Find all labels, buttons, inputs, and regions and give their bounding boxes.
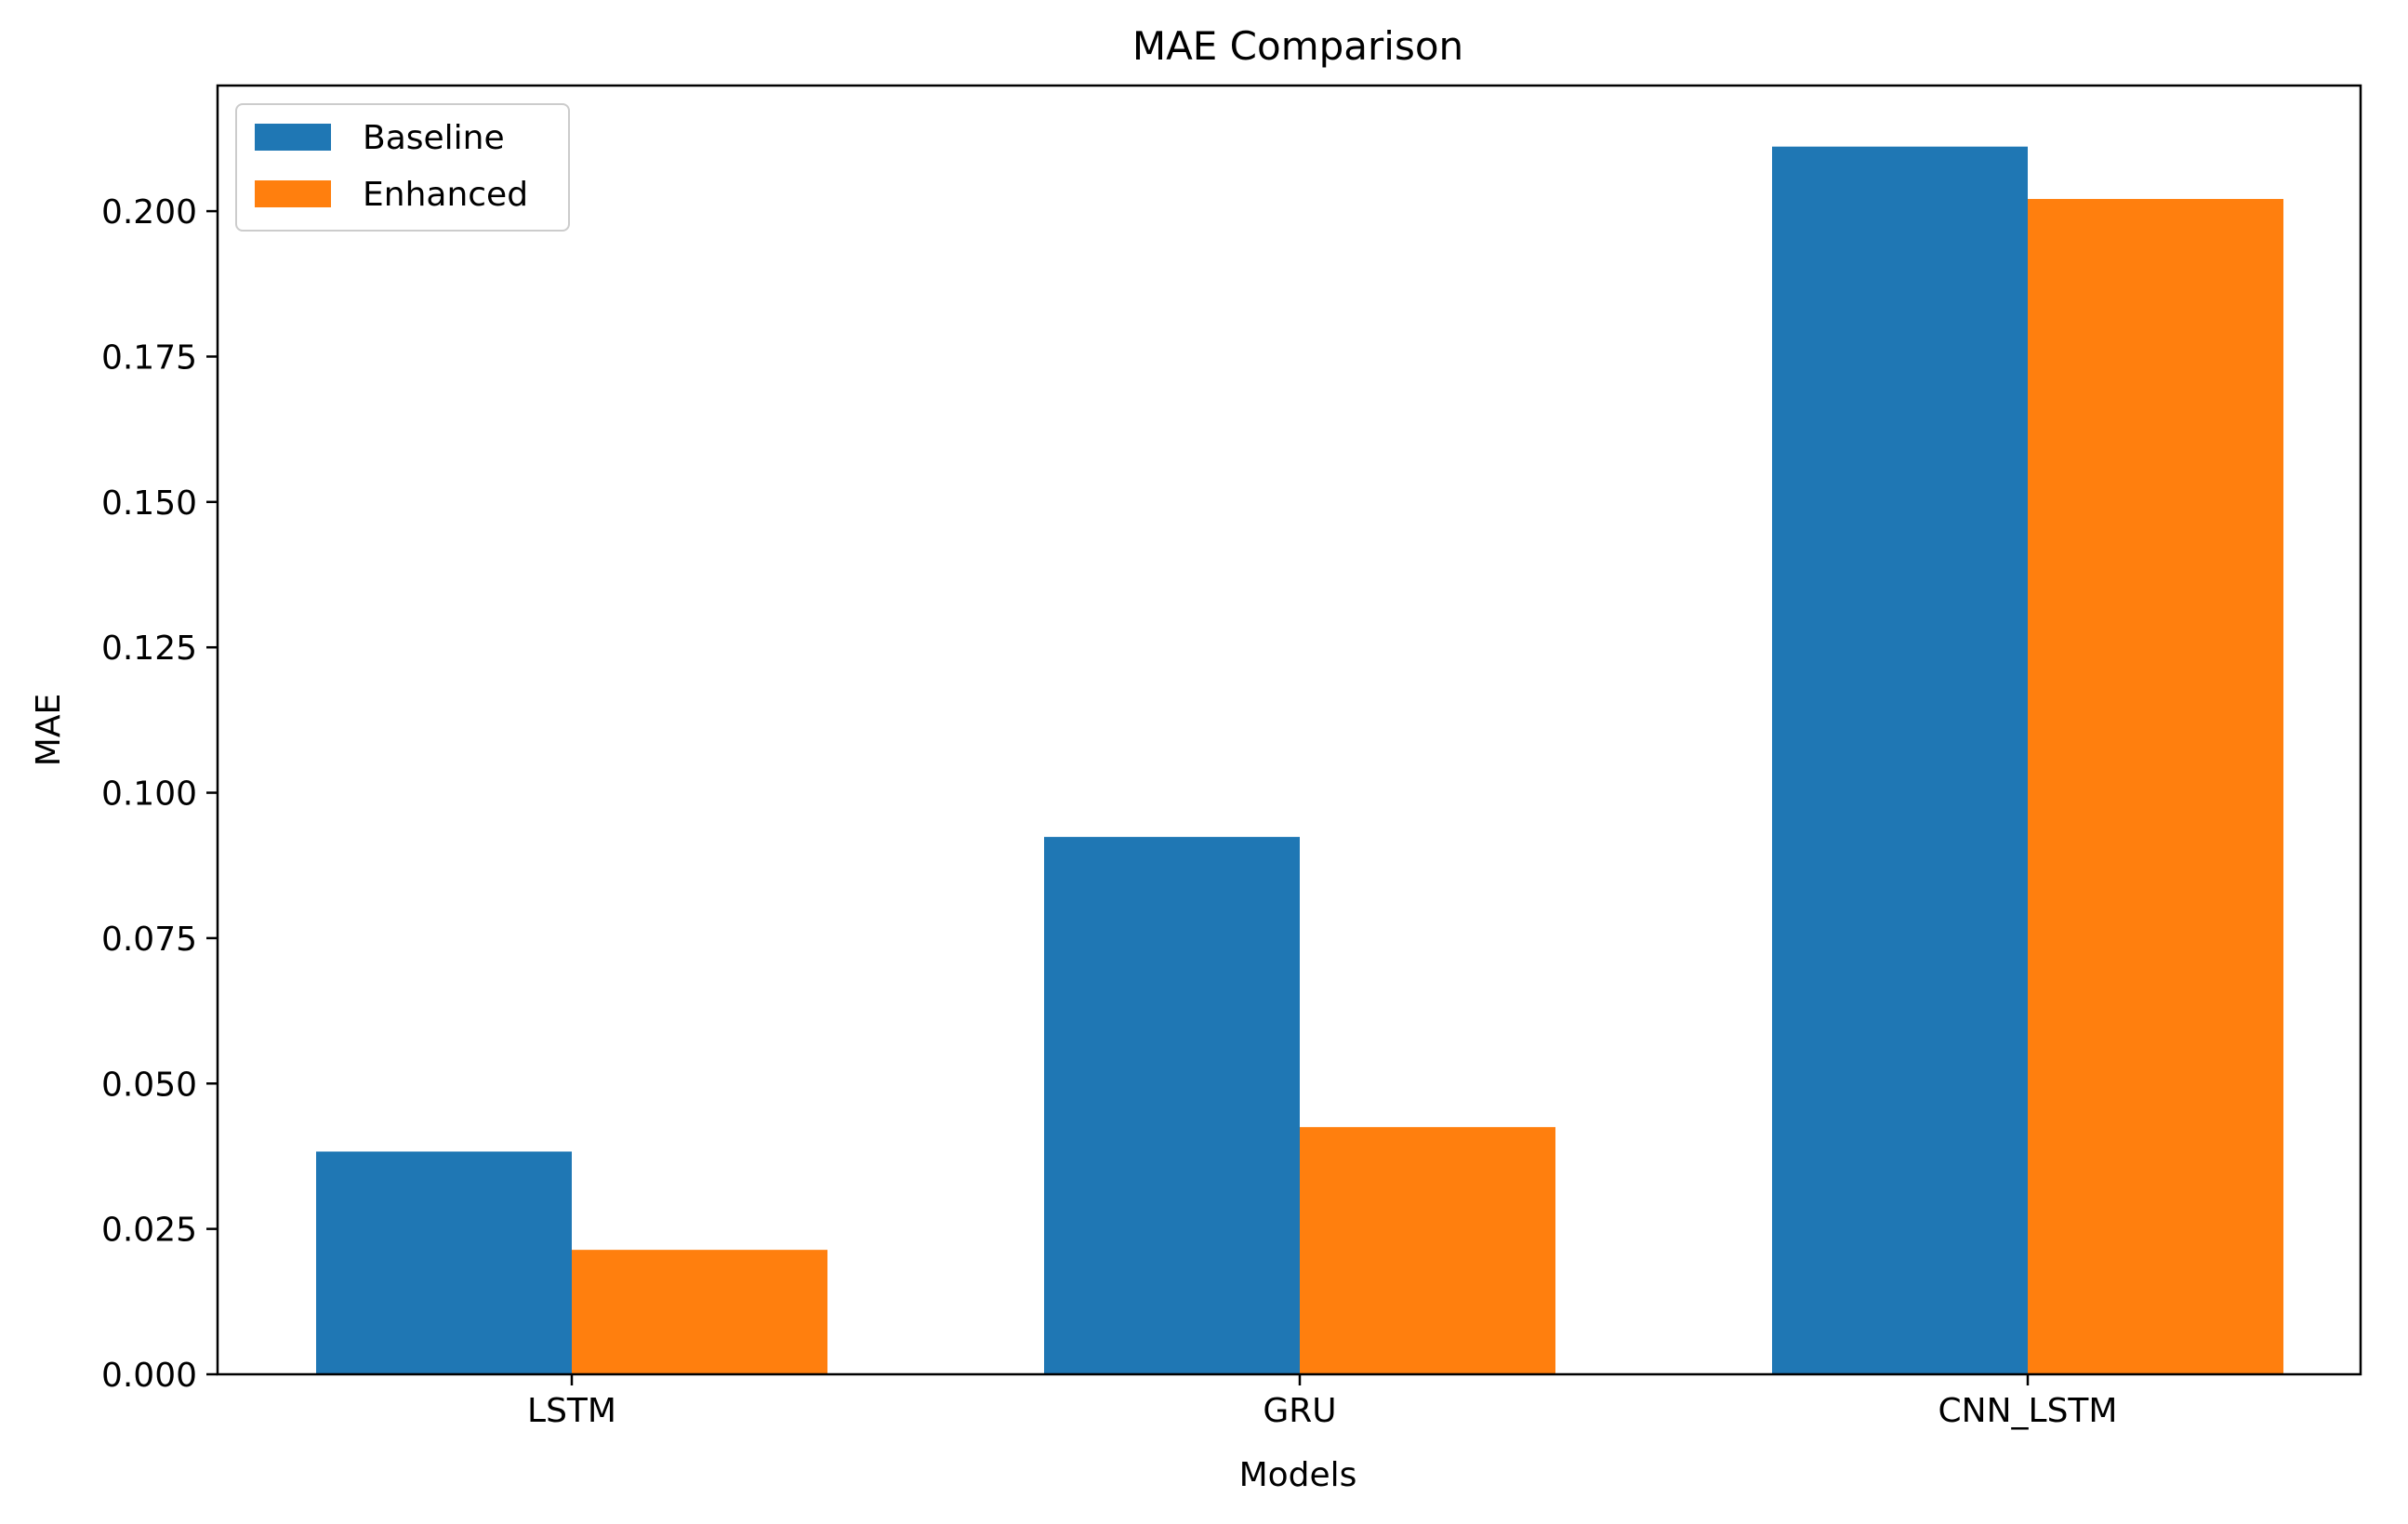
bar-enhanced-cnn_lstm [2028, 198, 2283, 1375]
legend-swatch-baseline [255, 124, 331, 151]
x-tick-label: GRU [1263, 1392, 1336, 1430]
y-tick-label: 0.150 [101, 484, 197, 523]
x-tick-label: CNN_LSTM [1938, 1392, 2118, 1430]
bar-enhanced-gru [1300, 1127, 1555, 1374]
bar-baseline-cnn_lstm [1772, 146, 2028, 1374]
bar-enhanced-lstm [572, 1250, 827, 1374]
y-tick-label: 0.075 [101, 921, 197, 959]
plot-frame [216, 84, 2362, 1376]
y-tick-label: 0.025 [101, 1212, 197, 1250]
legend-label-enhanced: Enhanced [363, 176, 528, 214]
y-axis-label: MAE [30, 694, 68, 766]
y-axis: 0.000 0.025 0.050 0.075 0.100 0.125 0.150 0.175… [101, 193, 218, 1395]
legend-label-baseline: Baseline [363, 119, 505, 157]
x-axis-label: Models [1239, 1456, 1357, 1494]
x-tick-label: LSTM [527, 1392, 616, 1430]
y-tick-label: 0.050 [101, 1066, 197, 1104]
y-tick-label: 0.125 [101, 629, 197, 668]
bars-group [316, 146, 2283, 1375]
y-tick-label: 0.200 [101, 193, 197, 232]
y-tick-label: 0.000 [101, 1357, 197, 1395]
bar-baseline-gru [1044, 837, 1300, 1374]
legend-swatch-enhanced [255, 180, 331, 207]
chart-title: MAE Comparison [1132, 23, 1463, 69]
bar-baseline-lstm [316, 1151, 572, 1374]
y-tick-label: 0.100 [101, 775, 197, 814]
legend: Baseline Enhanced [235, 103, 570, 232]
x-axis: LSTM GRU CNN_LSTM [527, 1374, 2117, 1430]
y-tick-label: 0.175 [101, 338, 197, 377]
